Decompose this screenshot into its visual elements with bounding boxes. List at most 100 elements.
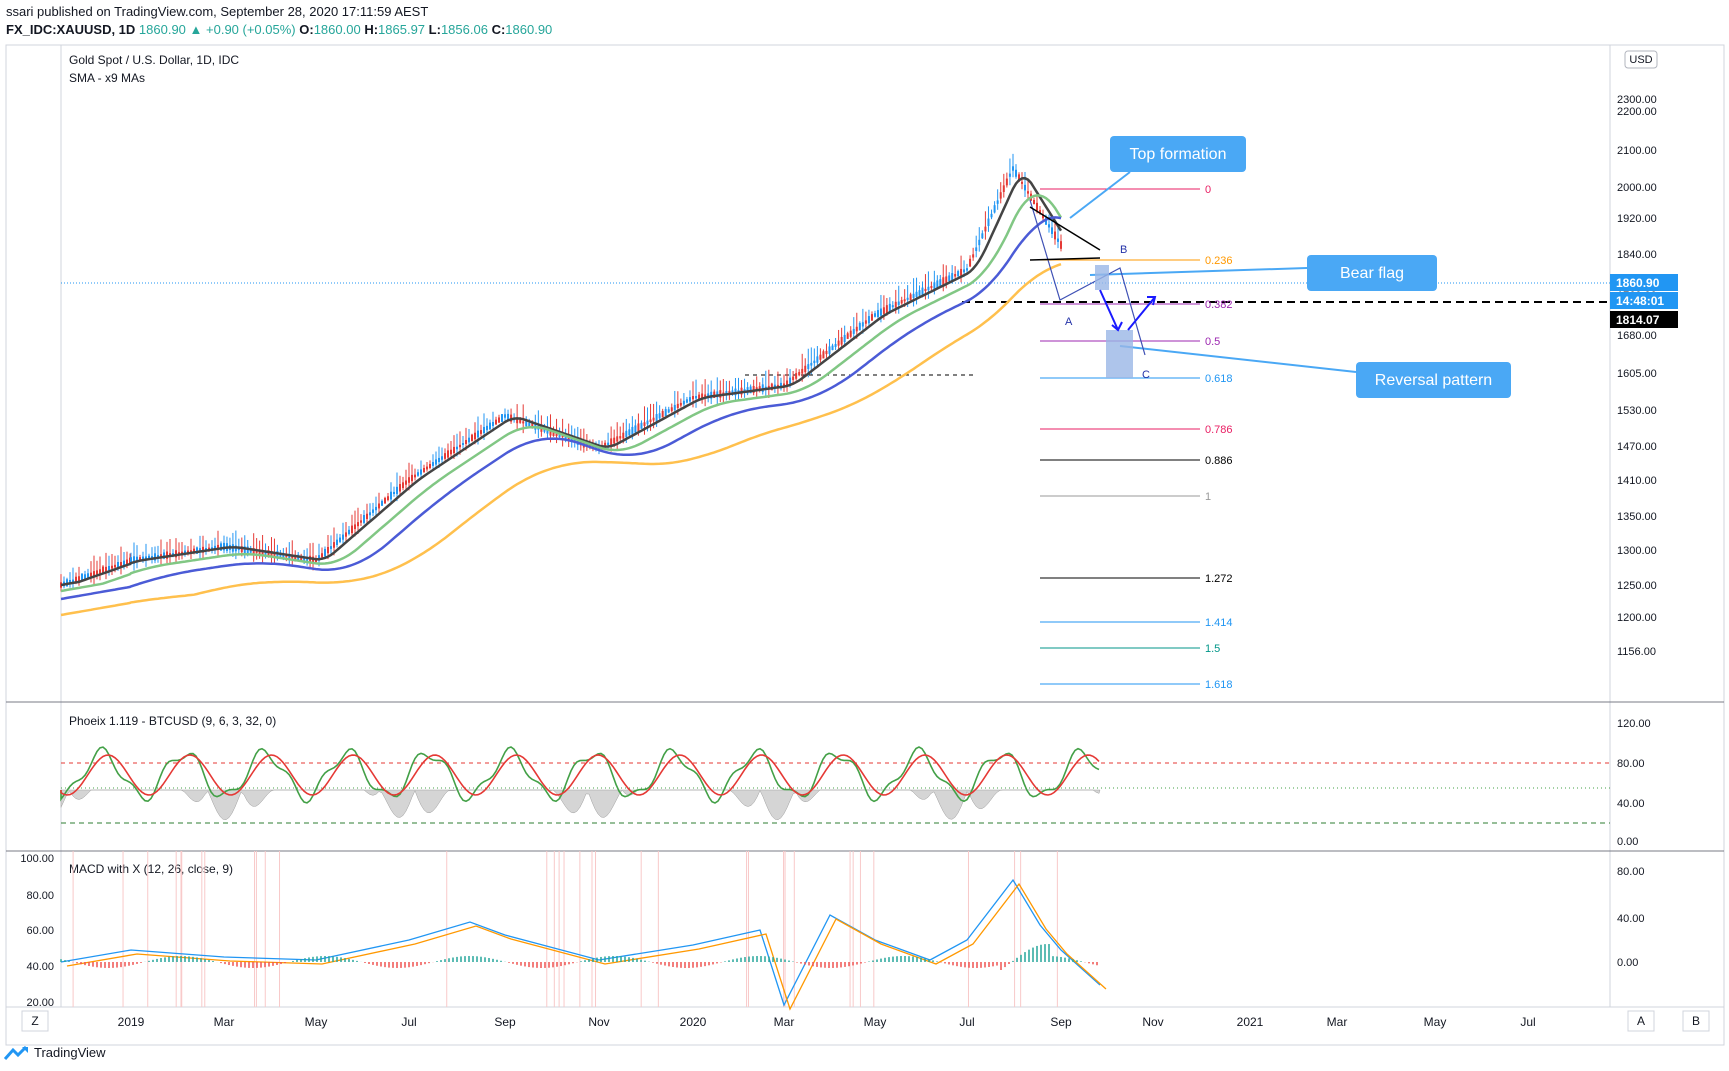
candle-body [879, 308, 882, 316]
candle-body [864, 320, 867, 324]
footer-brand: TradingView [34, 1045, 106, 1060]
candle-body [199, 548, 201, 553]
high-label: H: [364, 22, 379, 37]
candle-body [819, 354, 822, 360]
candle-body [546, 428, 549, 434]
price-tick: 1350.00 [1617, 511, 1657, 523]
candle-body [679, 402, 682, 406]
level-tag [1610, 311, 1678, 328]
candle-body [930, 285, 933, 289]
candle-body [924, 288, 927, 292]
candle-body [918, 290, 921, 296]
candles [60, 153, 1062, 592]
candle-body [607, 442, 610, 446]
auto-scale-button[interactable] [1627, 1010, 1655, 1032]
candle-body [831, 345, 834, 351]
time-tick: Jul [1520, 1015, 1535, 1029]
macd-pane [60, 851, 1107, 1011]
fib-label: 0.618 [1205, 373, 1233, 385]
candle-body [345, 532, 347, 537]
candle-body [312, 556, 315, 564]
candle-body [276, 550, 279, 559]
candle-body [492, 421, 494, 427]
candle-body [93, 571, 95, 576]
candle-body [984, 226, 987, 232]
candle-body [444, 453, 446, 459]
candle-body [336, 539, 338, 545]
candle-body [324, 548, 326, 557]
candle-body [408, 477, 410, 483]
candle-body [381, 500, 383, 506]
candle-body [369, 512, 371, 516]
candle-body [807, 364, 810, 370]
candle-body [567, 436, 570, 440]
candle-body [948, 275, 951, 281]
currency-badge[interactable] [1624, 50, 1658, 69]
candle-body [993, 205, 996, 213]
candle-body [561, 435, 564, 438]
candle-body [193, 548, 195, 554]
candle-body [126, 559, 128, 565]
candle-body [447, 450, 449, 458]
candle-body [616, 436, 619, 442]
candle-body [840, 336, 843, 345]
price-change: 1860.90 ▲ +0.90 (+0.05%) [138, 22, 296, 37]
candle-body [357, 522, 359, 527]
candle-body [69, 579, 71, 584]
candle-body [501, 414, 503, 422]
candle-body [465, 440, 467, 444]
candle-body [423, 467, 425, 473]
price-tick: 1250.00 [1617, 580, 1657, 592]
log-scale-button[interactable] [1682, 1010, 1710, 1032]
candle-body [498, 417, 500, 423]
time-axis[interactable]: 2019 Mar May Jul Sep Nov 2020 Mar May Jul Sep Nov 20… [118, 1015, 1536, 1029]
candle-body [531, 423, 534, 429]
price-tick: 1410.00 [1617, 475, 1657, 487]
wave-label: B [1120, 244, 1127, 256]
candle-body [874, 313, 876, 317]
zoom-toggle-button[interactable] [21, 1010, 49, 1032]
candle-body [894, 301, 897, 308]
time-tick: May [1424, 1015, 1447, 1029]
candle-body [1008, 173, 1011, 177]
candle-body [99, 569, 101, 574]
candle-body [1051, 227, 1053, 234]
candle-body [348, 529, 350, 535]
macd-tick: 40.00 [1617, 913, 1645, 925]
tradingview-footer[interactable]: TradingView [4, 1045, 106, 1060]
candle-body [117, 562, 119, 569]
candle-body [366, 513, 368, 519]
candle-body [555, 431, 558, 437]
candle-body [789, 377, 792, 384]
candle-body [610, 438, 613, 447]
price-tick: 2200.00 [1617, 106, 1657, 118]
candle-body [90, 572, 92, 577]
candle-body [704, 394, 707, 398]
fib-label: 1.272 [1205, 573, 1233, 585]
candle-body [396, 486, 398, 494]
candle-body [339, 537, 341, 542]
last-price-label: 1860.90 [1616, 276, 1660, 290]
open-label: O: [299, 22, 314, 37]
candle-body [942, 277, 945, 286]
candle-body [72, 579, 74, 583]
candle-body [384, 497, 386, 504]
candle-body [105, 566, 107, 572]
osc-histogram-area [60, 789, 1101, 820]
wave-label: C [1142, 369, 1150, 381]
price-tick: 1605.00 [1617, 368, 1657, 380]
candle-body [291, 555, 294, 559]
macd-left-tick: 60.00 [26, 925, 54, 937]
candle-body [810, 362, 813, 366]
candle-body [882, 307, 885, 314]
candle-body [495, 419, 497, 425]
candle-body [441, 456, 443, 460]
fib-label: 1.618 [1205, 679, 1233, 691]
price-tick: 2100.00 [1617, 145, 1657, 157]
candle-body [303, 557, 306, 561]
candle-body [900, 300, 903, 304]
callout-tail [1119, 345, 1357, 373]
time-tick: May [864, 1015, 887, 1029]
